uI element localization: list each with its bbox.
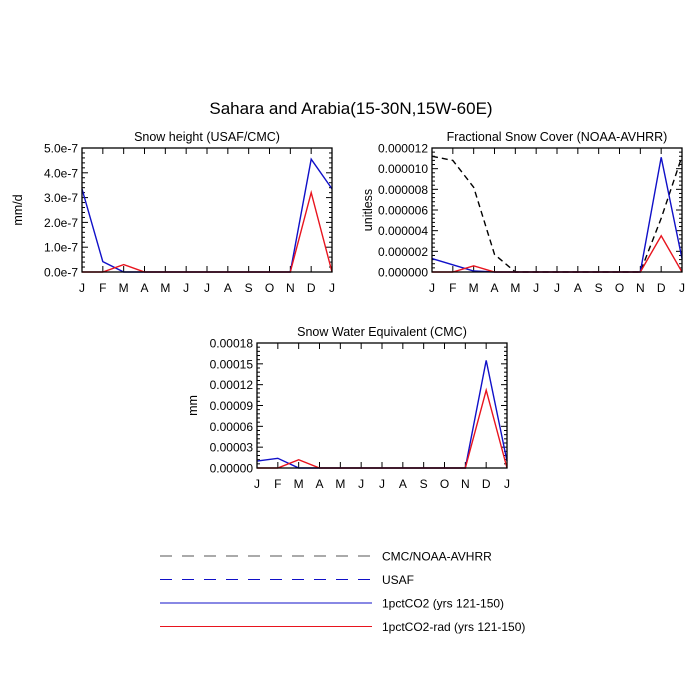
x-tick-label: A: [574, 281, 582, 295]
x-tick-label: J: [183, 281, 189, 295]
y-tick-label: 0.000006: [378, 204, 428, 218]
legend: CMC/NOAA-AVHRR USAF 1pctCO2 (yrs 121-150) 1…: [160, 550, 525, 634]
x-tick-label: D: [482, 477, 491, 491]
x-tick-label: J: [533, 281, 539, 295]
panel-1: Snow height (USAF/CMC)mm/dJ F M A M J J A S O N D J0…: [11, 130, 335, 295]
x-tick-label: A: [140, 281, 148, 295]
x-tick-label: M: [469, 281, 479, 295]
x-tick-label: M: [119, 281, 129, 295]
panel-2: Fractional Snow Cover (NOAA-AVHRR) unitle…: [361, 130, 685, 295]
panel-3: Snow Water Equivalent (CMC)mmJ F M A M J J A S O N…: [186, 325, 510, 491]
legend-label-4: 1pctCO2-rad (yrs 121-150): [382, 620, 525, 634]
x-tick-label: A: [490, 281, 498, 295]
x-tick-label: J: [329, 281, 335, 295]
y-tick-label: 5.0e-7: [44, 142, 78, 156]
y-tick-label: 0.00006: [210, 420, 254, 434]
plot-frame: [431, 147, 683, 273]
legend-label-2: USAF: [382, 573, 414, 587]
x-tick-label: M: [510, 281, 520, 295]
series-line-1: [431, 155, 683, 273]
x-tick-label: M: [294, 477, 304, 491]
series-line-2: [82, 189, 333, 273]
panel-title: Snow Water Equivalent (CMC): [297, 325, 467, 339]
x-tick-label: S: [245, 281, 253, 295]
legend-label-1: CMC/NOAA-AVHRR: [382, 550, 492, 564]
y-tick-label: 0.000010: [378, 162, 428, 176]
x-tick-label: N: [286, 281, 295, 295]
y-tick-label: 1.0e-7: [44, 241, 78, 255]
x-tick-label: O: [265, 281, 274, 295]
y-axis-label: mm: [186, 395, 200, 416]
x-tick-label: N: [461, 477, 470, 491]
y-tick-label: 0.000002: [378, 245, 428, 259]
x-tick-label: A: [224, 281, 232, 295]
x-tick-label: J: [504, 477, 510, 491]
figure-title: Sahara and Arabia(15-30N,15W-60E): [209, 99, 492, 118]
series-line-2: [257, 387, 508, 469]
x-tick-label: A: [315, 477, 323, 491]
plot-frame: [81, 147, 333, 273]
x-tick-label: J: [79, 281, 85, 295]
series-line-2: [431, 157, 683, 273]
x-tick-label: M: [335, 477, 345, 491]
y-tick-label: 3.0e-7: [44, 191, 78, 205]
y-tick-label: 2.0e-7: [44, 216, 78, 230]
x-tick-label: J: [204, 281, 210, 295]
x-tick-label: O: [440, 477, 449, 491]
x-tick-label: J: [429, 281, 435, 295]
y-tick-label: 0.000000: [378, 266, 428, 280]
x-tick-label: D: [307, 281, 316, 295]
x-tick-label: D: [657, 281, 666, 295]
y-tick-label: 0.00018: [210, 337, 254, 351]
x-tick-label: F: [449, 281, 456, 295]
y-tick-label: 0.00015: [210, 357, 254, 371]
y-tick-label: 0.00009: [210, 399, 254, 413]
y-tick-label: 0.00000: [210, 462, 254, 476]
x-tick-label: A: [399, 477, 407, 491]
x-tick-label: N: [636, 281, 645, 295]
y-tick-label: 4.0e-7: [44, 166, 78, 180]
plot-frame: [256, 342, 508, 469]
y-tick-label: 0.00003: [210, 441, 254, 455]
x-tick-label: J: [554, 281, 560, 295]
x-tick-label: J: [254, 477, 260, 491]
x-tick-label: S: [420, 477, 428, 491]
panels: Snow height (USAF/CMC)mm/dJ F M A M J J A S O N D J0…: [11, 130, 685, 491]
y-axis-label: mm/d: [11, 194, 25, 225]
y-tick-label: 0.00012: [210, 378, 254, 392]
y-axis-label: unitless: [361, 189, 375, 231]
y-tick-label: 0.000008: [378, 183, 428, 197]
x-tick-label: F: [99, 281, 106, 295]
panel-title: Snow height (USAF/CMC): [134, 130, 280, 144]
panel-title: Fractional Snow Cover (NOAA-AVHRR): [447, 130, 668, 144]
legend-label-3: 1pctCO2 (yrs 121-150): [382, 597, 504, 611]
x-tick-label: S: [595, 281, 603, 295]
x-tick-label: F: [274, 477, 281, 491]
x-tick-label: O: [615, 281, 624, 295]
x-tick-label: M: [160, 281, 170, 295]
x-tick-label: J: [679, 281, 685, 295]
y-tick-label: 0.0e-7: [44, 266, 78, 280]
y-tick-label: 0.000004: [378, 224, 428, 238]
x-tick-label: J: [358, 477, 364, 491]
x-tick-label: J: [379, 477, 385, 491]
y-tick-label: 0.000012: [378, 142, 428, 156]
